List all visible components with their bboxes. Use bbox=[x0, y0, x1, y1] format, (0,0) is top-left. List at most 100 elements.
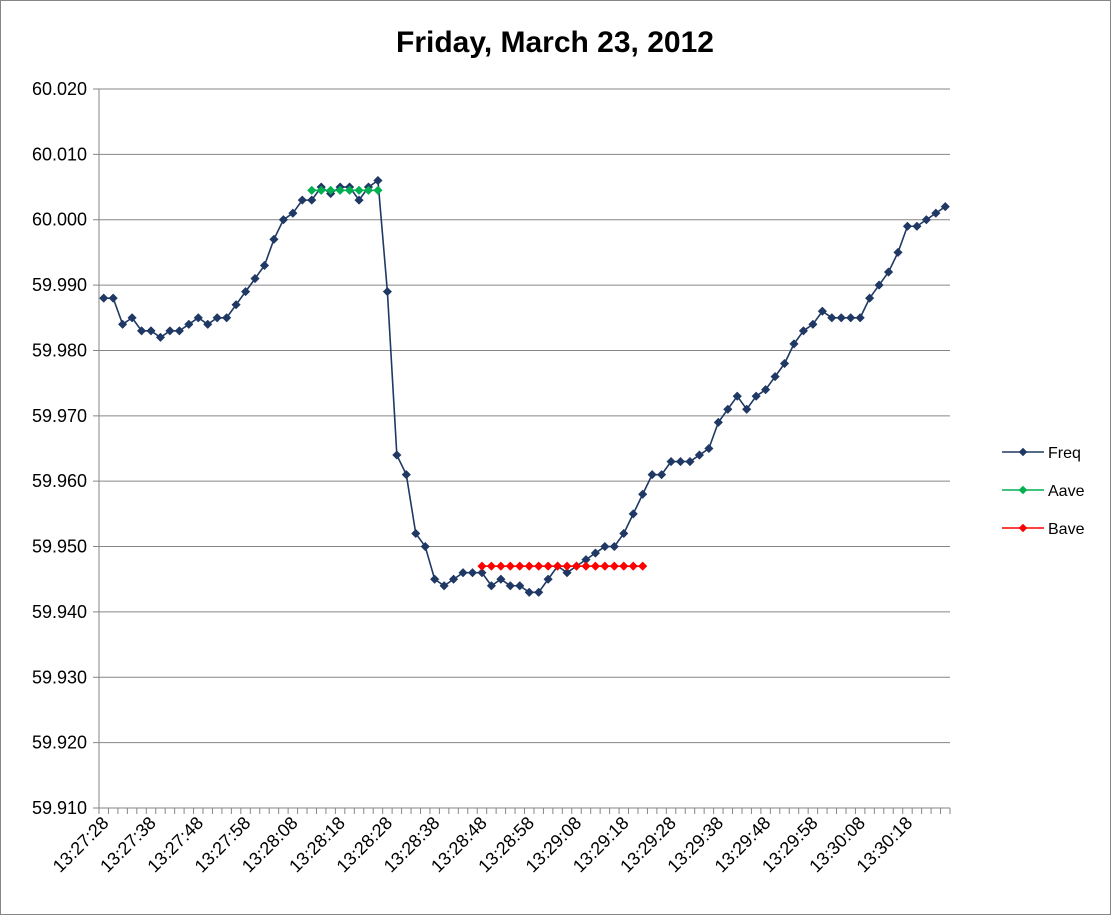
data-point-freq bbox=[609, 541, 619, 552]
data-point-freq bbox=[458, 568, 468, 578]
data-point-bave bbox=[486, 561, 497, 571]
data-point-freq bbox=[940, 202, 950, 212]
data-point-bave bbox=[505, 561, 515, 571]
data-point-freq bbox=[250, 273, 260, 284]
data-point-freq bbox=[713, 417, 723, 428]
data-point-aave bbox=[354, 185, 364, 195]
y-tick-label: 60.000 bbox=[32, 210, 87, 230]
y-tick-label: 59.910 bbox=[32, 798, 87, 818]
y-tick-label: 59.980 bbox=[32, 340, 87, 360]
data-point-aave bbox=[316, 185, 326, 195]
data-point-freq bbox=[354, 195, 364, 205]
data-point-freq bbox=[770, 371, 780, 382]
y-tick-label: 60.020 bbox=[32, 79, 87, 99]
data-point-bave bbox=[581, 561, 591, 571]
data-point-aave bbox=[344, 185, 355, 195]
data-point-freq bbox=[619, 528, 629, 539]
data-point-aave bbox=[326, 185, 336, 195]
axes: 59.910 59.920 59.930 59.940 59.950 59.960 59.9… bbox=[32, 79, 951, 876]
data-point-freq bbox=[430, 574, 440, 584]
data-point-freq bbox=[231, 300, 241, 310]
data-point-bave bbox=[477, 561, 487, 571]
legend-marker-freq bbox=[1018, 447, 1028, 457]
legend-label-freq: Freq bbox=[1048, 445, 1081, 462]
y-tick-label: 59.990 bbox=[32, 275, 87, 295]
legend-label-aave: Aave bbox=[1048, 483, 1085, 500]
y-tick-label: 60.010 bbox=[32, 144, 87, 164]
series-line-freq bbox=[103, 179, 946, 594]
data-point-freq bbox=[864, 293, 875, 303]
data-point-freq bbox=[477, 568, 487, 578]
y-tick-label: 59.920 bbox=[32, 733, 87, 753]
data-point-freq bbox=[505, 581, 515, 591]
legend-marker-aave bbox=[1018, 485, 1028, 495]
data-point-freq bbox=[912, 221, 922, 231]
data-point-freq bbox=[146, 326, 156, 336]
data-point-freq bbox=[921, 215, 932, 225]
data-point-freq bbox=[893, 247, 903, 258]
data-point-bave bbox=[496, 561, 506, 571]
legend-label-bave: Bave bbox=[1048, 521, 1085, 538]
data-point-freq bbox=[760, 385, 771, 395]
data-point-bave bbox=[515, 561, 525, 571]
data-point-freq bbox=[798, 326, 809, 336]
y-tick-label: 59.950 bbox=[32, 537, 87, 557]
data-point-freq bbox=[638, 489, 648, 499]
data-point-freq bbox=[382, 286, 393, 297]
data-point-bave bbox=[571, 561, 582, 571]
data-point-freq bbox=[174, 326, 185, 336]
data-point-freq bbox=[467, 568, 478, 578]
data-point-bave bbox=[590, 561, 601, 571]
data-point-freq bbox=[136, 326, 147, 336]
data-point-freq bbox=[99, 293, 109, 303]
y-tick-label: 59.930 bbox=[32, 667, 87, 687]
data-point-freq bbox=[240, 286, 251, 297]
data-point-freq bbox=[723, 404, 733, 414]
data-point-freq bbox=[836, 313, 846, 323]
data-point-bave bbox=[619, 561, 629, 571]
data-point-freq bbox=[269, 234, 279, 244]
data-point-freq bbox=[439, 581, 449, 591]
legend: Freq Aave Bave bbox=[1002, 445, 1085, 538]
data-point-freq bbox=[212, 313, 222, 323]
chart-title: Friday, March 23, 2012 bbox=[396, 26, 714, 59]
data-point-bave bbox=[600, 561, 610, 571]
y-tick-label: 59.940 bbox=[32, 602, 87, 622]
plot-area bbox=[99, 175, 950, 597]
data-point-freq bbox=[373, 175, 383, 186]
data-point-freq bbox=[808, 319, 818, 329]
data-point-freq bbox=[742, 404, 752, 414]
data-point-freq bbox=[902, 221, 913, 231]
data-point-freq bbox=[590, 548, 601, 558]
data-point-freq bbox=[165, 326, 175, 336]
data-point-bave bbox=[524, 561, 534, 571]
data-point-freq bbox=[628, 509, 638, 519]
data-point-freq bbox=[259, 260, 270, 271]
data-point-freq bbox=[127, 313, 137, 323]
data-point-freq bbox=[411, 528, 421, 539]
data-point-freq bbox=[751, 391, 761, 401]
y-tick-label: 59.960 bbox=[32, 471, 87, 491]
data-point-bave bbox=[543, 561, 553, 571]
data-point-freq bbox=[155, 332, 166, 343]
data-point-freq bbox=[666, 456, 676, 467]
data-point-bave bbox=[562, 561, 572, 571]
data-point-freq bbox=[600, 541, 610, 552]
data-point-freq bbox=[288, 208, 298, 218]
data-point-freq bbox=[297, 195, 307, 205]
data-point-aave bbox=[335, 185, 345, 195]
data-point-bave bbox=[638, 561, 648, 571]
data-point-freq bbox=[193, 313, 203, 323]
data-point-freq bbox=[883, 267, 894, 277]
data-point-freq bbox=[392, 450, 402, 460]
data-point-freq bbox=[694, 450, 705, 460]
gridlines bbox=[93, 88, 950, 809]
data-point-freq bbox=[704, 443, 714, 454]
data-point-freq bbox=[543, 574, 553, 584]
data-point-freq bbox=[221, 313, 232, 323]
data-point-freq bbox=[534, 587, 544, 597]
data-point-freq bbox=[675, 456, 686, 467]
data-point-freq bbox=[401, 469, 411, 480]
data-point-freq bbox=[184, 319, 194, 329]
data-point-freq bbox=[931, 208, 941, 218]
